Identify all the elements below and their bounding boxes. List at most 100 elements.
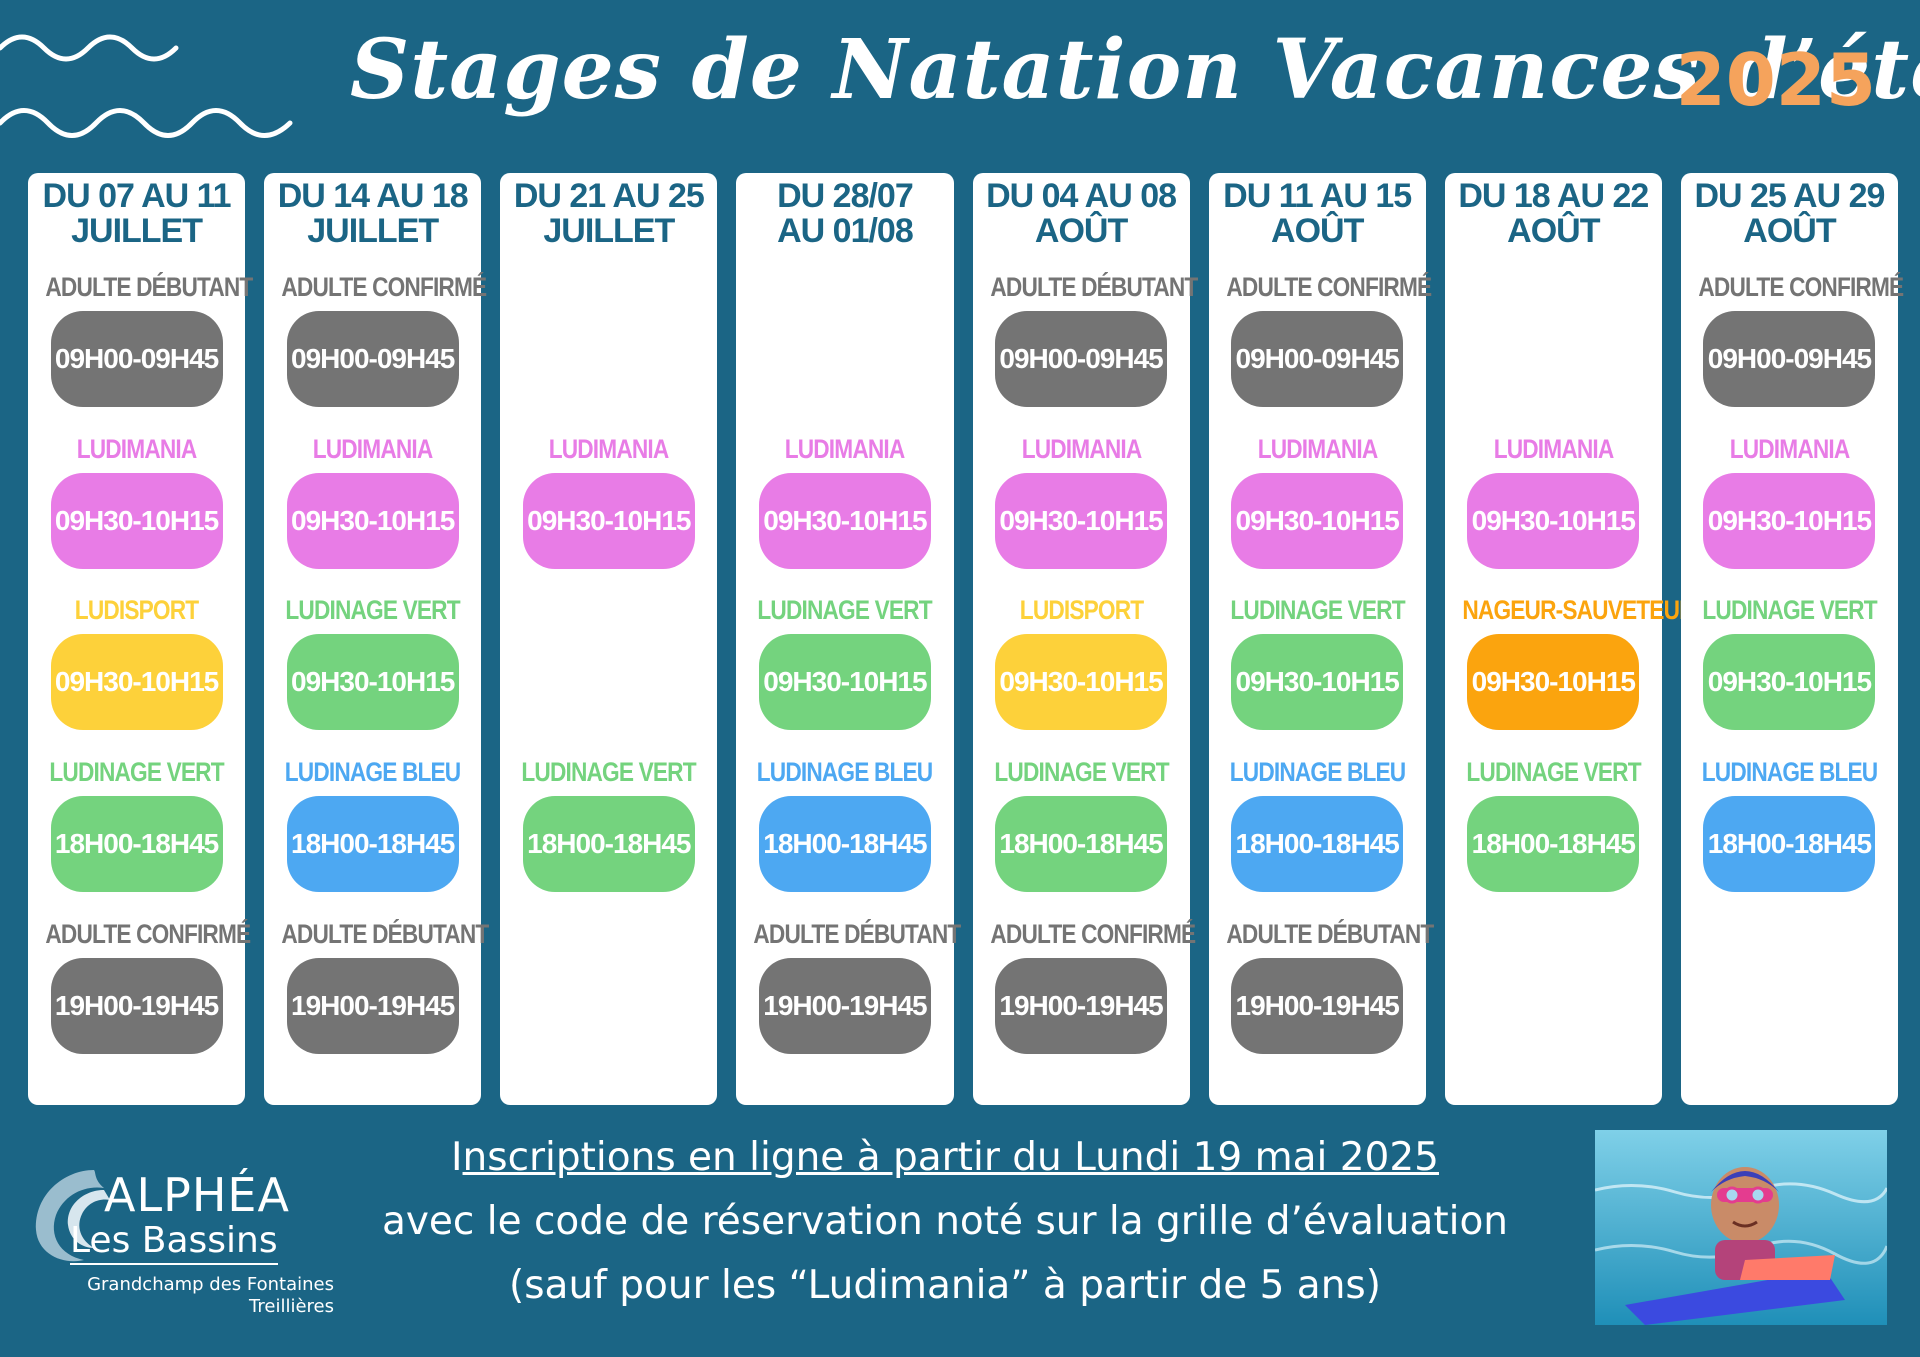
session-slot: LUDINAGE VERT 18H00-18H45 [28,756,245,911]
session-label: ADULTE CONFIRMÉ [1698,272,1904,302]
week-dates-line1: DU 07 AU 11 [42,177,232,215]
session-label: ADULTE CONFIRMÉ [989,919,1196,949]
session-slot: LUDISPORT 09H30-10H15 [973,594,1190,749]
session-slot: ADULTE CONFIRMÉ 09H00-09H45 [1209,271,1432,426]
session-label: LUDIMANIA [312,434,434,464]
alphea-logo: ALPHÉA Les Bassins Grandchamp des Fontai… [24,1160,354,1320]
logo-name: ALPHÉA [104,1168,290,1222]
session-slot: LUDIMANIA 09H30-10H15 [1445,433,1662,588]
year-label: 2025 [1675,38,1876,122]
session-slot: LUDINAGE VERT 18H00-18H45 [973,756,1190,911]
session-slot: LUDINAGE VERT 09H30-10H15 [264,594,481,749]
session-label: LUDINAGE VERT [49,757,224,787]
week-dates-line2: JUILLET [307,212,439,250]
session-label: LUDINAGE BLEU [284,757,461,787]
session-time-pill: 09H30-10H15 [1231,634,1404,730]
week-dates-line2: AOÛT [1034,212,1128,250]
week-column: DU 25 AU 29 AOÛT ADULTE CONFIRMÉ 09H00-09H4… [1680,173,1904,1105]
session-label: LUDINAGE VERT [285,595,461,625]
session-slot: LUDINAGE VERT 09H30-10H15 [1681,594,1898,749]
session-time-pill: 19H00-19H45 [758,958,931,1054]
week-header: DU 21 AU 25 JUILLET [500,179,717,249]
registration-line-2: avec le code de réservation noté sur la … [381,1199,1509,1244]
week-dates-line1: DU 18 AU 22 [1458,177,1649,215]
session-time-pill: 09H30-10H15 [286,634,459,730]
session-slot: LUDINAGE VERT 18H00-18H45 [500,756,717,911]
wave-splash-icon [35,1170,110,1262]
week-column: DU 14 AU 18 JUILLET ADULTE CONFIRMÉ 09H00-0… [264,173,489,1105]
session-time-pill: 09H30-10H15 [286,473,459,569]
week-header: DU 18 AU 22 AOÛT [1445,179,1662,249]
session-label: LUDINAGE BLEU [757,757,933,787]
week-dates-line2: AOÛT [1507,212,1600,250]
session-slot: LUDIMANIA 09H30-10H15 [28,433,245,588]
session-slot: ADULTE CONFIRMÉ 19H00-19H45 [28,918,251,1073]
session-slot: LUDINAGE BLEU 18H00-18H45 [1681,756,1898,911]
session-label: LUDISPORT [1019,595,1143,625]
logo-subtitle: Les Bassins [70,1220,278,1265]
session-slot: ADULTE CONFIRMÉ 19H00-19H45 [973,918,1196,1073]
week-dates-line1: DU 14 AU 18 [277,177,469,215]
session-time-pill: 09H00-09H45 [995,311,1168,407]
session-time-pill: 09H30-10H15 [758,634,931,730]
week-header: DU 25 AU 29 AOÛT [1681,179,1898,249]
logo-location: Grandchamp des Fontaines Treillières [72,1274,334,1318]
session-label: ADULTE DÉBUTANT [753,919,962,949]
session-label: LUDINAGE VERT [1466,757,1641,787]
session-time-pill: 18H00-18H45 [1467,796,1640,892]
week-header: DU 14 AU 18 JUILLET [264,179,481,249]
logo-location-line1: Grandchamp des Fontaines [87,1274,334,1295]
session-time-pill: 18H00-18H45 [522,796,695,892]
week-header: DU 04 AU 08 AOÛT [973,179,1190,249]
week-column: DU 18 AU 22 AOÛT LUDIMANIA 09H30-10H15 NAGEU… [1444,173,1695,1105]
session-slot: LUDIMANIA 09H30-10H15 [1681,433,1898,588]
week-header: DU 11 AU 15 AOÛT [1209,179,1426,249]
week-dates-line2: JUILLET [543,212,675,250]
session-time-pill: 19H00-19H45 [1231,958,1404,1054]
session-time-pill: 09H30-10H15 [522,473,695,569]
session-time-pill: 09H30-10H15 [1467,634,1640,730]
week-header: DU 28/07 AU 01/08 [736,179,953,249]
session-label: LUDINAGE BLEU [1229,757,1405,787]
session-time-pill: 09H00-09H45 [1703,311,1876,407]
session-label: LUDISPORT [74,595,199,625]
session-label: NAGEUR-SAUVETEUR [1462,595,1695,625]
week-dates-line1: DU 21 AU 25 [513,177,705,215]
week-dates-line2: JUILLET [71,212,203,250]
session-slot: NAGEUR-SAUVETEUR 09H30-10H15 [1445,594,1695,749]
session-slot: LUDIMANIA 09H30-10H15 [264,433,481,588]
session-label: LUDINAGE VERT [993,757,1169,787]
schedule-grid: DU 07 AU 11 JUILLET ADULTE DÉBUTANT 09H00-0… [28,173,1904,1105]
week-dates-line1: DU 04 AU 08 [986,177,1177,215]
registration-line-1-underlined: nscriptions en ligne à partir du Lundi 1… [462,1135,1439,1180]
registration-line-1-prefix: I [451,1135,463,1180]
session-time-pill: 09H30-10H15 [50,634,223,730]
registration-line-1: Inscriptions en ligne à partir du Lundi … [300,1126,1590,1190]
session-slot: ADULTE CONFIRMÉ 09H00-09H45 [1681,271,1904,426]
registration-info: Inscriptions en ligne à partir du Lundi … [300,1126,1590,1318]
session-label: ADULTE DÉBUTANT [1225,919,1434,949]
session-slot: LUDIMANIA 09H30-10H15 [500,433,717,588]
session-label: LUDIMANIA [1493,434,1614,464]
session-label: ADULTE DÉBUTANT [45,272,253,302]
logo-location-line2: Treillières [249,1296,334,1317]
week-column: DU 28/07 AU 01/08 LUDIMANIA 09H30-10H15 LUDI… [736,173,962,1105]
session-time-pill: 18H00-18H45 [1231,796,1404,892]
week-column: DU 21 AU 25 JUILLET LUDIMANIA 09H30-10H15 LU… [500,173,718,1105]
session-label: LUDIMANIA [1257,434,1378,464]
session-time-pill: 09H00-09H45 [286,311,459,407]
session-label: ADULTE CONFIRMÉ [45,919,251,949]
session-label: LUDINAGE VERT [757,595,933,625]
session-label: LUDIMANIA [785,434,906,464]
session-slot: ADULTE DÉBUTANT 19H00-19H45 [1209,918,1434,1073]
session-time-pill: 09H30-10H15 [995,473,1168,569]
session-slot: LUDINAGE BLEU 18H00-18H45 [1209,756,1426,911]
session-label: LUDINAGE VERT [521,757,697,787]
session-time-pill: 19H00-19H45 [995,958,1168,1054]
week-dates-line2: AOÛT [1271,212,1364,250]
session-time-pill: 18H00-18H45 [286,796,459,892]
session-slot: LUDIMANIA 09H30-10H15 [973,433,1190,588]
session-time-pill: 09H30-10H15 [1467,473,1640,569]
session-label: LUDIMANIA [1729,434,1851,464]
session-label: LUDIMANIA [548,434,670,464]
